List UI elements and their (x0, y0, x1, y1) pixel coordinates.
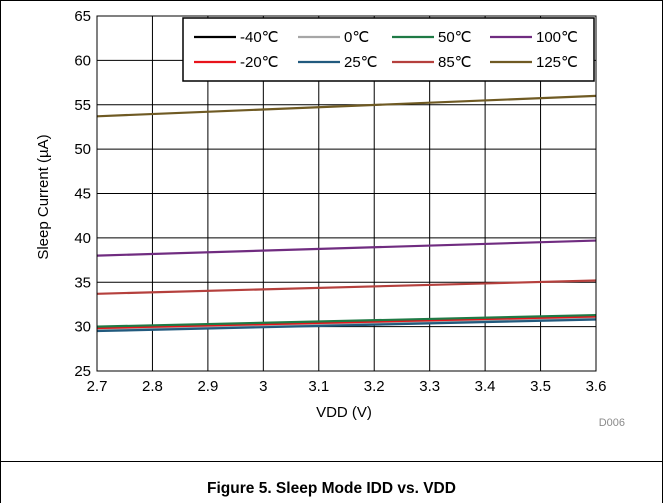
legend-box (182, 17, 595, 82)
series-lines (96, 94, 597, 333)
legend-label: 85℃ (438, 54, 472, 71)
y-tick-label: 45 (74, 186, 91, 203)
y-axis-label: Sleep Current (µA) (35, 134, 52, 259)
y-tick-label: 40 (74, 230, 91, 247)
legend-label: 100℃ (536, 29, 578, 46)
y-tick-label: 50 (74, 141, 91, 158)
y-tick-label: 25 (74, 363, 91, 380)
y-tick-label: 60 (74, 52, 91, 69)
series-line (96, 318, 597, 333)
y-tick-label: 35 (74, 274, 91, 291)
y-tick-labels: 25 30 35 40 45 50 55 60 65 (74, 8, 91, 380)
series-line (96, 313, 597, 328)
figure-caption: Figure 5. Sleep Mode IDD vs. VDD (207, 480, 456, 497)
line-chart: 2.7 2.8 2.9 3 3.1 3.2 3.3 3.4 3.5 3.6 25 30 35 40 45 5… (35, 8, 625, 429)
x-tick-label: 2.7 (87, 378, 108, 395)
legend-label: 0℃ (344, 29, 369, 46)
x-tick-labels: 2.7 2.8 2.9 3 3.1 3.2 3.3 3.4 3.5 3.6 (87, 378, 607, 395)
x-tick-label: 3.1 (308, 378, 329, 395)
x-tick-label: 3.6 (586, 378, 607, 395)
legend-label: -20℃ (240, 54, 279, 71)
series-line (96, 279, 597, 295)
x-tick-label: 3.4 (475, 378, 496, 395)
top-rule (0, 0, 663, 1)
figure-code: D006 (599, 417, 625, 429)
series-line (96, 315, 597, 330)
legend-label: 125℃ (536, 54, 578, 71)
x-tick-label: 3.3 (419, 378, 440, 395)
x-tick-label: 2.8 (142, 378, 163, 395)
x-tick-label: 2.9 (197, 378, 218, 395)
legend-label: -40℃ (240, 29, 279, 46)
legend-label: 25℃ (344, 54, 378, 71)
y-tick-label: 30 (74, 319, 91, 336)
x-axis-label: VDD (V) (316, 404, 372, 421)
x-tick-label: 3.5 (530, 378, 551, 395)
legend-label: 50℃ (438, 29, 472, 46)
series-line (96, 94, 597, 118)
series-line (96, 239, 597, 257)
y-tick-label: 65 (74, 8, 91, 25)
x-tick-label: 3 (259, 378, 267, 395)
plot-border (96, 15, 597, 372)
y-tick-label: 55 (74, 97, 91, 114)
caption-divider (0, 461, 663, 462)
x-tick-label: 3.2 (364, 378, 385, 395)
legend: -40℃ 0℃ 50℃ 100℃ -20℃ 25℃ 85℃ 125℃ (182, 17, 595, 82)
